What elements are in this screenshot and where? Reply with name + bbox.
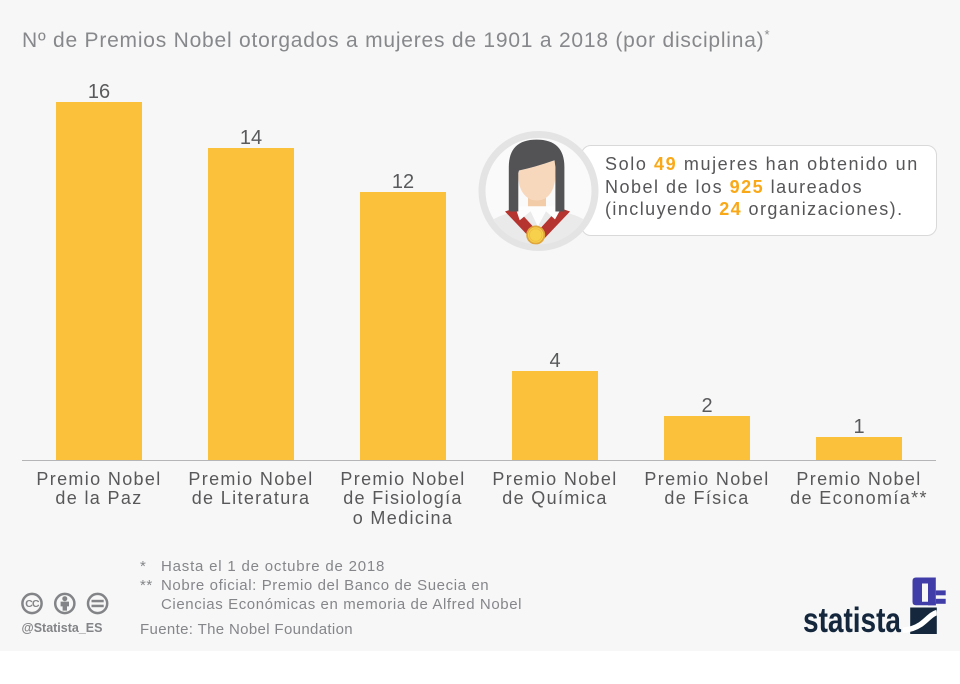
- svg-text:statista: statista: [803, 601, 901, 640]
- svg-text:CC: CC: [25, 598, 40, 610]
